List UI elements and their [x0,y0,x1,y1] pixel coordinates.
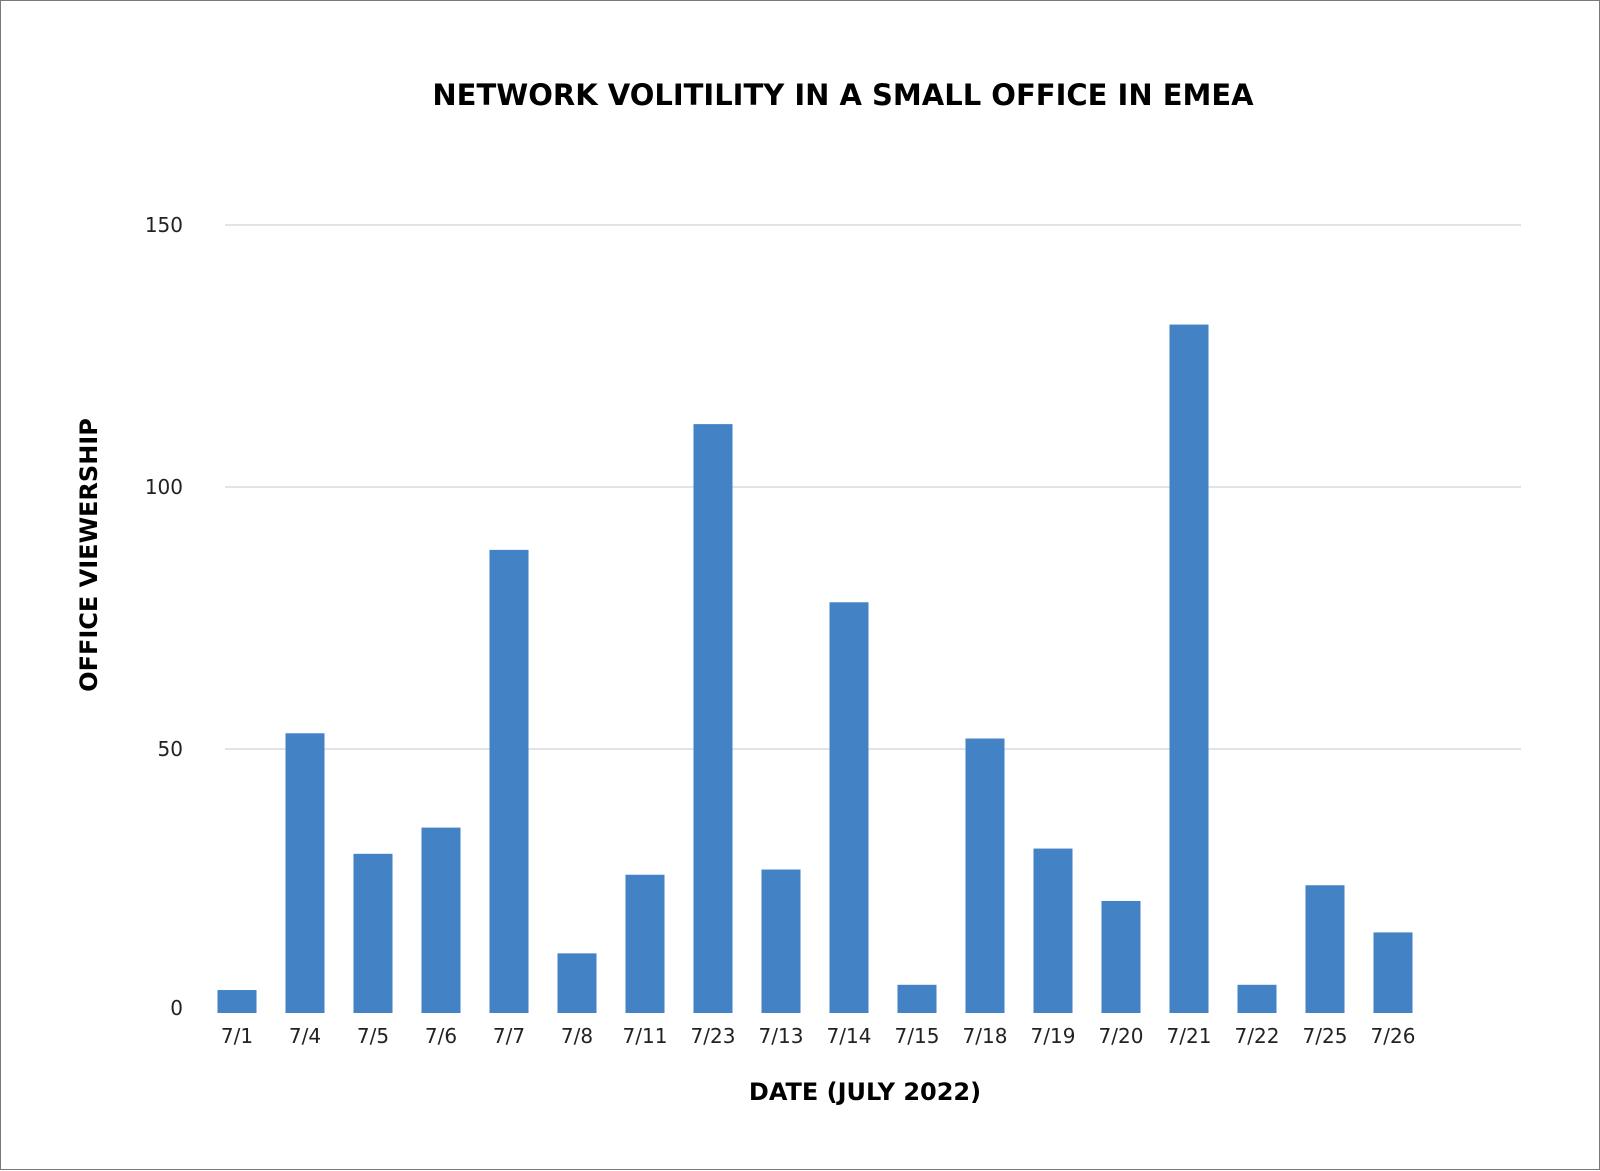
bar-7-23 [693,424,733,1013]
y-axis-title: OFFICE VIEWERSHIP [75,418,103,692]
bar-7-26 [1373,932,1413,1013]
x-tick-label: 7/5 [357,1024,389,1048]
bar-7-15 [897,984,937,1013]
bar-7-6 [421,827,461,1013]
x-axis-ticks: 7/1 7/4 7/5 7/6 7/7 7/8 7/11 7/23 7/13 7/14 7/15 7/… [221,1024,1416,1048]
bar-7-1 [217,990,257,1013]
bar-7-14 [829,602,869,1013]
x-tick-label: 7/23 [691,1024,736,1048]
x-tick-label: 7/6 [425,1024,457,1048]
x-tick-label: 7/7 [493,1024,525,1048]
chart-title: NETWORK VOLITILITY IN A SMALL OFFICE IN … [432,78,1254,112]
bar-7-20 [1101,900,1141,1013]
x-tick-label: 7/4 [289,1024,321,1048]
y-tick-label: 0 [170,996,183,1020]
x-axis-title: DATE (JULY 2022) [749,1078,981,1106]
bar-7-8 [557,953,597,1013]
bar-7-11 [625,874,665,1013]
y-axis-ticks: 0 50 100 150 [145,213,183,1020]
y-tick-label: 100 [145,475,183,499]
bar-7-5 [353,853,393,1013]
x-tick-label: 7/18 [963,1024,1008,1048]
bar-7-7 [489,549,529,1013]
bar-7-22 [1237,984,1277,1013]
x-tick-label: 7/15 [895,1024,940,1048]
x-tick-label: 7/20 [1099,1024,1144,1048]
bar-7-19 [1033,848,1073,1013]
x-tick-label: 7/22 [1235,1024,1280,1048]
bar-7-21 [1169,324,1209,1013]
x-tick-label: 7/26 [1371,1024,1416,1048]
bar-7-25 [1305,885,1345,1013]
x-tick-label: 7/25 [1303,1024,1348,1048]
y-tick-label: 150 [145,213,183,237]
x-tick-label: 7/1 [221,1024,253,1048]
x-tick-label: 7/8 [561,1024,593,1048]
y-tick-label: 50 [158,737,183,761]
bar-7-13 [761,869,801,1013]
bar-7-4 [285,733,325,1013]
x-tick-label: 7/14 [827,1024,872,1048]
x-tick-label: 7/21 [1167,1024,1212,1048]
x-tick-label: 7/11 [623,1024,668,1048]
bars [217,324,1413,1013]
x-tick-label: 7/19 [1031,1024,1076,1048]
x-tick-label: 7/13 [759,1024,804,1048]
bar-7-18 [965,738,1005,1013]
gridlines [225,224,1521,750]
